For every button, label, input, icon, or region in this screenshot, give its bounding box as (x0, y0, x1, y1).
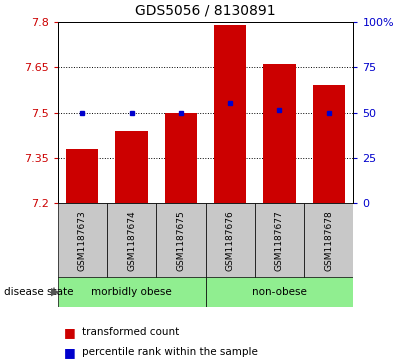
Bar (206, 203, 255, 278)
Bar (58, 277, 206, 307)
Text: disease state: disease state (4, 287, 74, 297)
Text: GSM1187678: GSM1187678 (324, 210, 333, 271)
Bar (66, 149, 98, 203)
Bar (107, 203, 156, 278)
Title: GDS5056 / 8130891: GDS5056 / 8130891 (135, 4, 276, 18)
Text: non-obese: non-obese (252, 287, 307, 297)
Bar (263, 64, 296, 203)
Bar (58, 203, 107, 278)
Text: percentile rank within the sample: percentile rank within the sample (82, 347, 258, 357)
Text: ■: ■ (64, 326, 76, 339)
Text: transformed count: transformed count (82, 327, 180, 337)
Text: GSM1187674: GSM1187674 (127, 210, 136, 271)
Text: ▶: ▶ (51, 287, 60, 297)
Text: GSM1187673: GSM1187673 (78, 210, 87, 271)
Text: GSM1187677: GSM1187677 (275, 210, 284, 271)
Text: GSM1187675: GSM1187675 (176, 210, 185, 271)
Bar (255, 203, 304, 278)
Bar (313, 85, 345, 203)
Text: ■: ■ (64, 346, 76, 359)
Bar (206, 277, 353, 307)
Text: morbidly obese: morbidly obese (91, 287, 172, 297)
Bar (304, 203, 353, 278)
Bar (115, 131, 148, 203)
Bar (165, 113, 197, 203)
Bar (214, 25, 246, 203)
Bar (156, 203, 206, 278)
Text: GSM1187676: GSM1187676 (226, 210, 235, 271)
